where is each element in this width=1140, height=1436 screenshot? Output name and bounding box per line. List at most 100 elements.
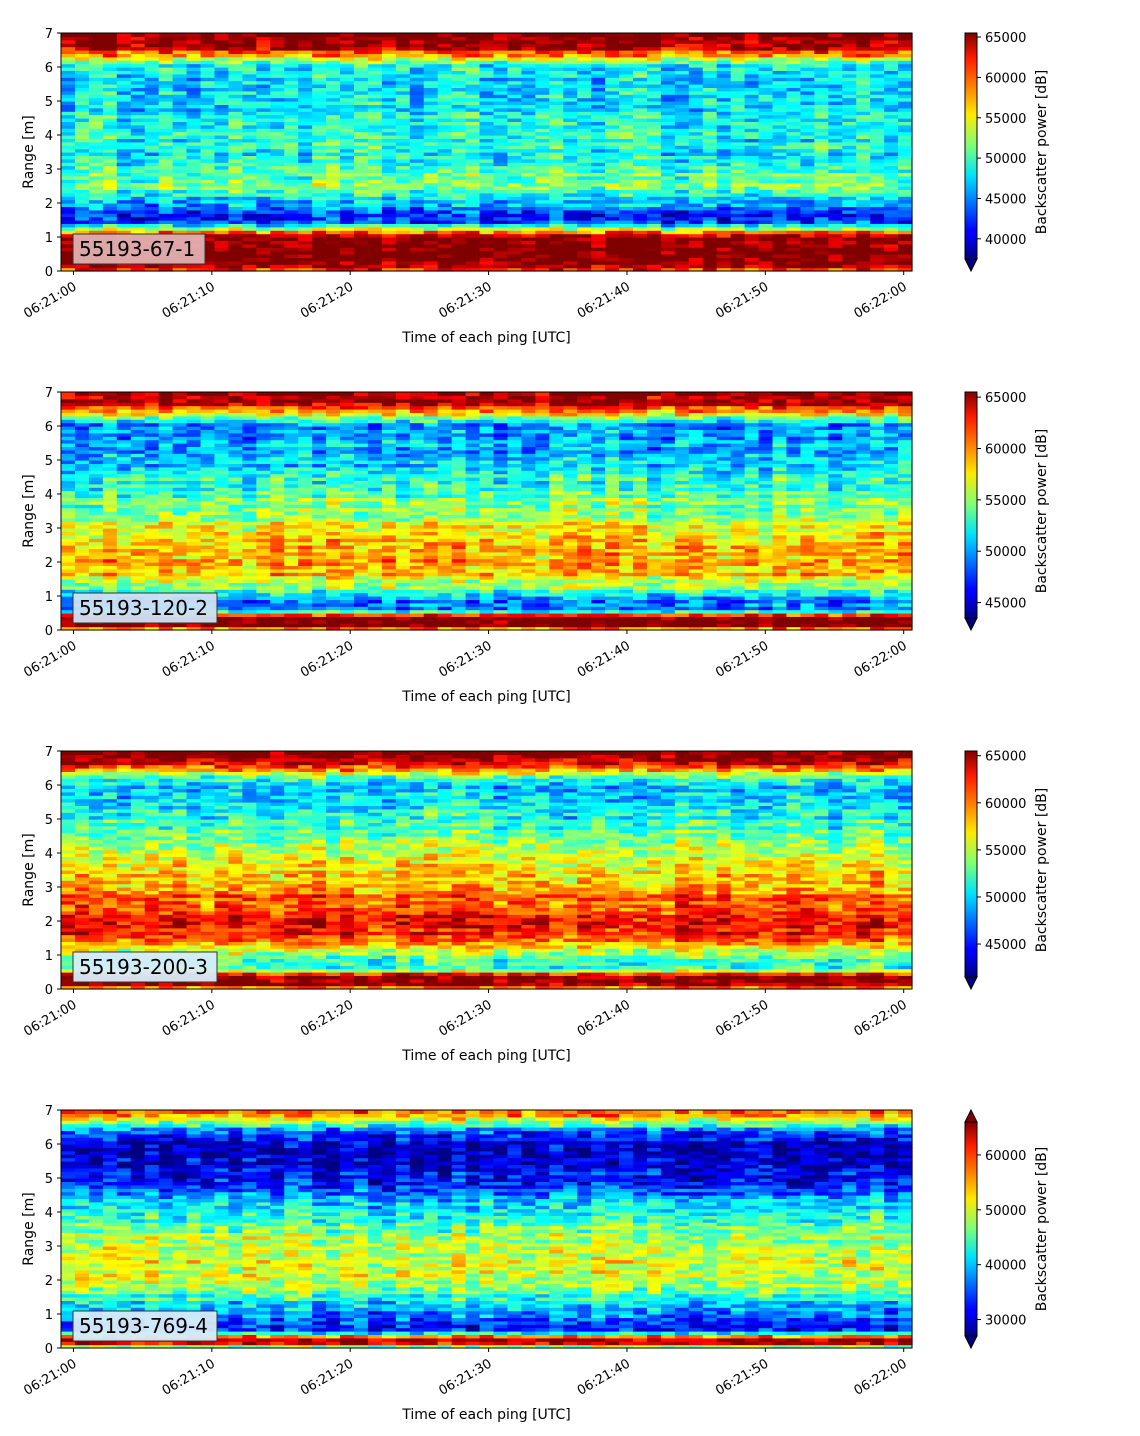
- heatmap-cell: [186, 152, 202, 156]
- heatmap-cell: [88, 196, 104, 201]
- heatmap-cell: [381, 124, 397, 129]
- heatmap-cell: [61, 101, 76, 105]
- heatmap-cell: [381, 90, 397, 95]
- heatmap-cell: [116, 43, 132, 48]
- heatmap-cell: [856, 46, 871, 51]
- heatmap-cell: [437, 247, 453, 252]
- heatmap-cell: [130, 226, 146, 231]
- heatmap-cell: [88, 80, 104, 85]
- heatmap-cell: [256, 247, 271, 252]
- heatmap-cell: [800, 63, 815, 68]
- heatmap-cell: [74, 67, 90, 71]
- heatmap-cell: [130, 80, 146, 85]
- heatmap-cell: [856, 196, 871, 201]
- heatmap-cell: [451, 43, 467, 48]
- heatmap-cell: [828, 606, 843, 611]
- heatmap-cell: [730, 257, 746, 262]
- heatmap-cell: [674, 63, 690, 68]
- heatmap-cell: [716, 141, 732, 146]
- heatmap-cell: [716, 182, 732, 187]
- heatmap-cell: [814, 616, 829, 621]
- heatmap-cell: [702, 254, 718, 258]
- heatmap-cell: [186, 623, 202, 628]
- heatmap-cell: [856, 97, 871, 102]
- heatmap-cell: [465, 233, 481, 238]
- heatmap-cell: [451, 206, 467, 211]
- x-axis-label: Time of each ping [UTC]: [401, 330, 571, 346]
- heatmap-cell: [842, 250, 857, 255]
- heatmap-cell: [870, 254, 885, 258]
- heatmap-cell: [186, 165, 202, 170]
- heatmap-cell: [744, 50, 760, 54]
- heatmap-cell: [758, 67, 774, 71]
- heatmap-cell: [535, 609, 550, 614]
- heatmap-cell: [158, 179, 174, 184]
- heatmap-cell: [758, 196, 774, 201]
- heatmap-cell: [730, 97, 746, 102]
- heatmap-cell: [535, 141, 550, 146]
- heatmap-cell: [660, 613, 676, 617]
- heatmap-cell: [465, 50, 481, 54]
- heatmap-cell: [660, 196, 676, 201]
- heatmap-cell: [772, 606, 788, 611]
- heatmap-cell: [660, 138, 676, 143]
- heatmap-cell: [423, 90, 439, 95]
- heatmap-cell: [884, 155, 899, 160]
- heatmap-cell: [326, 50, 341, 54]
- heatmap-cell: [256, 199, 271, 204]
- heatmap-cell: [898, 118, 913, 122]
- heatmap-cell: [61, 70, 76, 75]
- heatmap-cell: [716, 145, 732, 150]
- heatmap-cell: [61, 602, 76, 607]
- heatmap-cell: [577, 199, 592, 204]
- heatmap-cell: [130, 73, 146, 78]
- heatmap-cell: [758, 33, 774, 37]
- heatmap-cell: [409, 50, 425, 54]
- heatmap-cell: [828, 599, 843, 604]
- heatmap-cell: [144, 43, 160, 48]
- heatmap-cell: [619, 196, 634, 201]
- heatmap-cell: [256, 182, 271, 187]
- heatmap-cell: [88, 172, 104, 177]
- heatmap-cell: [535, 121, 550, 126]
- heatmap-cell: [800, 94, 815, 99]
- heatmap-cell: [646, 267, 662, 272]
- colorbar-tick-label: 65000: [985, 31, 1026, 46]
- heatmap-cell: [312, 226, 327, 231]
- heatmap-cell: [465, 148, 481, 153]
- heatmap-cell: [716, 118, 732, 122]
- heatmap-cell: [88, 111, 104, 116]
- heatmap-cell: [270, 87, 285, 92]
- heatmap-cell: [451, 56, 467, 61]
- heatmap-cell: [730, 172, 746, 177]
- heatmap-cell: [632, 216, 648, 221]
- heatmap-cell: [242, 264, 257, 269]
- heatmap-cell: [758, 94, 774, 99]
- heatmap-cell: [479, 124, 495, 129]
- x-tick-label: 06:21:10: [160, 279, 218, 321]
- heatmap-cell: [632, 84, 648, 88]
- heatmap-cell: [270, 118, 285, 122]
- heatmap-cell: [242, 260, 257, 265]
- heatmap-cell: [479, 121, 495, 126]
- heatmap-cell: [353, 240, 369, 245]
- heatmap-cell: [451, 243, 467, 248]
- heatmap-cell: [730, 111, 746, 116]
- heatmap-cell: [451, 107, 467, 112]
- heatmap-cell: [298, 623, 313, 628]
- heatmap-cell: [214, 162, 230, 167]
- heatmap-cell: [284, 165, 299, 170]
- heatmap-cell: [353, 152, 369, 156]
- heatmap-cell: [479, 623, 495, 628]
- heatmap-cell: [856, 599, 871, 604]
- heatmap-cell: [172, 63, 188, 68]
- x-tick-label: 06:21:40: [575, 279, 633, 321]
- heatmap-cell: [646, 247, 662, 252]
- heatmap-cell: [591, 94, 606, 99]
- heatmap-cell: [381, 80, 397, 85]
- heatmap-cell: [353, 623, 369, 628]
- heatmap-cell: [619, 240, 634, 245]
- heatmap-cell: [646, 196, 662, 201]
- heatmap-cell: [353, 223, 369, 228]
- heatmap-cell: [102, 67, 118, 71]
